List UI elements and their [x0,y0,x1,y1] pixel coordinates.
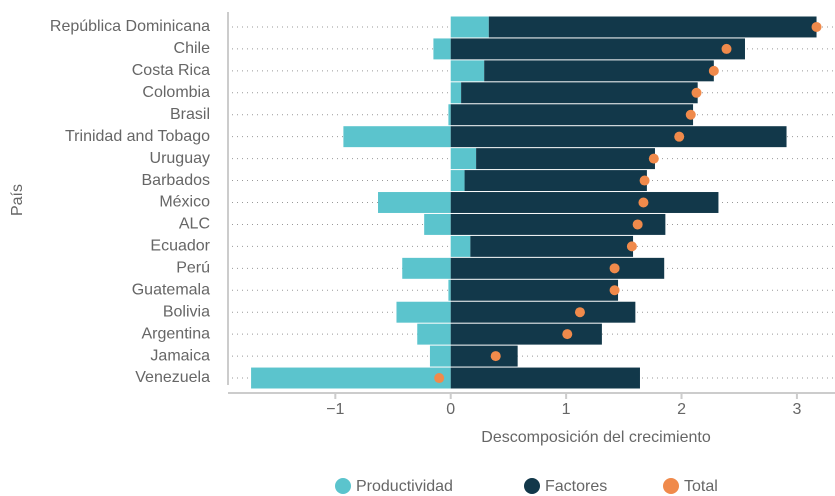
bar [251,367,451,389]
bar [450,367,640,389]
bar [417,323,451,345]
bar [461,82,698,104]
legend-marker [524,478,540,494]
bar [450,60,485,82]
bar [484,60,714,82]
bar [450,235,471,257]
dot [685,109,696,120]
dot [691,87,702,98]
bar [378,192,451,213]
bar [450,16,489,38]
y-tick-label: Ecuador [150,238,210,255]
dot [562,329,573,340]
y-tick-label: Brasil [170,106,210,123]
dot [609,285,620,296]
bar [450,104,694,126]
bar [450,82,462,104]
legend-label: Factores [545,478,607,495]
bar [396,301,451,323]
y-tick-label: Bolivia [163,303,210,320]
bar [450,126,787,148]
bar [343,126,451,148]
bar [402,257,451,279]
y-tick-label: Perú [176,260,210,277]
x-axis-label: Descomposición del crecimiento [481,429,711,446]
dot [609,263,620,274]
bar [450,301,636,323]
dot [648,153,659,164]
y-tick-label: ALC [179,216,210,233]
bar [433,38,451,60]
bar [450,38,745,60]
dot [574,307,585,318]
dot [632,219,643,230]
y-tick-label: Trinidad and Tobago [65,128,210,145]
y-tick-label: República Dominicana [50,18,210,35]
bar [429,345,451,367]
bar [450,170,465,192]
bar [450,279,619,301]
y-tick-label: Uruguay [150,150,210,167]
y-axis-label: País [9,184,26,216]
legend-marker [663,478,679,494]
bar [470,235,634,257]
bar [488,16,817,38]
x-tick-label: 3 [792,401,801,418]
y-tick-label: Colombia [142,84,210,101]
dot [708,65,719,76]
bar [448,279,451,301]
x-tick-label: 0 [446,401,455,418]
dot [638,197,649,208]
legend-label: Total [684,478,718,495]
x-tick-label: 1 [562,401,571,418]
legend-label: Productividad [356,478,453,495]
dot [434,373,445,384]
y-tick-label: Jamaica [150,347,210,364]
bar [450,257,665,279]
bar [464,170,647,192]
dot [490,351,501,362]
bar [450,323,602,345]
dot [674,131,685,142]
bar [450,148,477,170]
bar [448,104,451,126]
x-tick-label: 2 [677,401,686,418]
dot [721,43,732,54]
bar [450,345,518,367]
bar [424,213,451,235]
y-tick-label: Argentina [142,325,211,342]
dot [639,175,650,186]
x-tick-label: −1 [326,401,344,418]
y-tick-label: Chile [174,40,211,57]
y-tick-label: Costa Rica [132,62,210,79]
dot [811,21,822,32]
y-tick-label: Barbados [142,172,211,189]
bar [450,192,719,213]
dot [626,241,637,252]
y-tick-label: Guatemala [132,281,210,298]
bar [450,213,666,235]
y-tick-label: México [159,194,210,211]
y-tick-label: Venezuela [135,369,210,386]
legend-marker [335,478,351,494]
bar [476,148,655,170]
